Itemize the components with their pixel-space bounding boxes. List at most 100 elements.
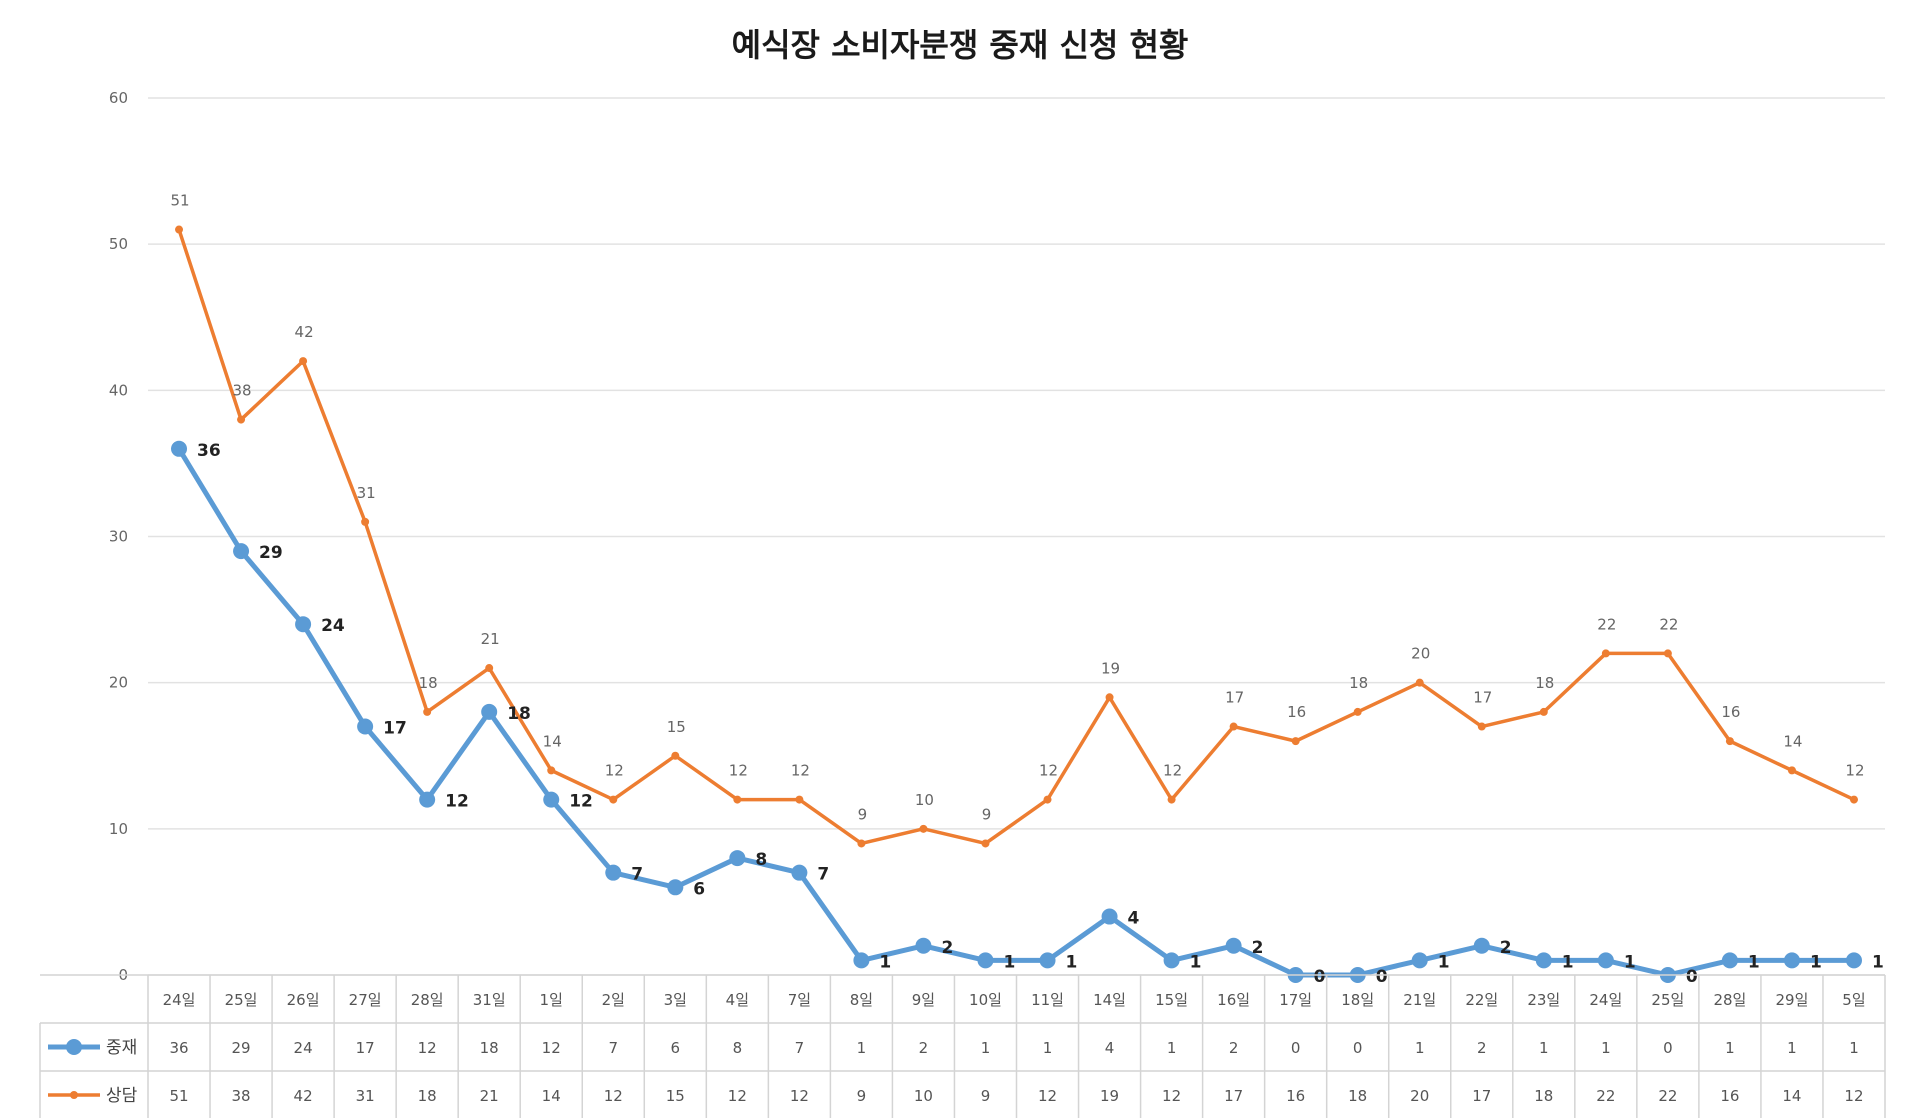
data-point [1849, 795, 1858, 804]
y-tick-label: 30 [109, 528, 128, 546]
table-cell: 17 [356, 1039, 375, 1057]
x-tick-label: 5일 [1842, 991, 1865, 1009]
legend-marker [66, 1039, 82, 1055]
data-point [729, 850, 746, 867]
data-point [1353, 707, 1362, 716]
data-label: 1 [1003, 952, 1015, 972]
data-label: 1 [1066, 952, 1078, 972]
data-point [1225, 937, 1242, 954]
table-cell: 7 [795, 1039, 805, 1057]
data-point [1163, 952, 1180, 969]
table-cell: 12 [418, 1039, 437, 1057]
x-tick-label: 7일 [788, 991, 811, 1009]
table-cell: 1 [857, 1039, 867, 1057]
data-label: 12 [605, 762, 624, 780]
table-cell: 29 [232, 1039, 251, 1057]
data-label: 18 [419, 674, 438, 692]
x-tick-label: 24일 [163, 991, 196, 1009]
table-cell: 1 [1601, 1039, 1611, 1057]
data-point [1535, 952, 1552, 969]
x-tick-label: 14일 [1093, 991, 1126, 1009]
data-point [361, 517, 370, 526]
data-label: 19 [1101, 659, 1120, 677]
table-cell: 18 [1348, 1087, 1367, 1105]
table-cell: 6 [671, 1039, 681, 1057]
data-label: 1 [1438, 952, 1450, 972]
data-point [1725, 737, 1734, 746]
legend-중재: 중재 [48, 1038, 137, 1058]
data-point [667, 879, 684, 896]
table-cell: 18 [418, 1087, 437, 1105]
data-label: 29 [259, 543, 283, 563]
table-cell: 51 [169, 1087, 188, 1105]
table-cell: 21 [480, 1087, 499, 1105]
table-cell: 42 [294, 1087, 313, 1105]
data-label: 1 [1810, 952, 1822, 972]
x-tick-label: 11일 [1031, 991, 1064, 1009]
x-tick-label: 9일 [912, 991, 935, 1009]
data-point [1473, 937, 1490, 954]
data-point [791, 864, 808, 881]
data-point [853, 952, 870, 969]
table-cell: 9 [857, 1087, 867, 1105]
series-line [176, 447, 1854, 978]
data-label: 12 [569, 792, 593, 812]
y-tick-label: 40 [109, 381, 128, 399]
legend-상담: 상담 [48, 1086, 138, 1106]
data-point [547, 766, 556, 775]
table-cell: 38 [232, 1087, 251, 1105]
data-label: 22 [1597, 615, 1616, 633]
table-cell: 12 [604, 1087, 623, 1105]
series-layer [171, 225, 1862, 983]
data-label: 14 [1783, 732, 1802, 750]
data-label: 0 [1314, 967, 1326, 987]
data-table: 24일 25일 26일 27일 28일 31일 1일 2일 3일 4일 7일 8일 9일 10일 11일 14… [39, 974, 1886, 1118]
table-cell: 7 [608, 1039, 618, 1057]
table-cell: 16 [1286, 1087, 1305, 1105]
data-label: 12 [1039, 762, 1058, 780]
data-label: 15 [667, 718, 686, 736]
x-tick-label: 27일 [349, 991, 382, 1009]
data-label: 4 [1128, 909, 1140, 929]
table-cell: 18 [1534, 1087, 1553, 1105]
table-cell: 0 [1663, 1039, 1673, 1057]
x-tick-label: 16일 [1217, 991, 1250, 1009]
data-point [915, 937, 932, 954]
data-point [1539, 707, 1548, 716]
table-cell: 24 [294, 1039, 313, 1057]
table-cell: 4 [1105, 1039, 1115, 1057]
data-label: 17 [1225, 689, 1244, 707]
table-cell: 12 [1844, 1087, 1863, 1105]
x-tick-label: 8일 [850, 991, 873, 1009]
table-cell: 1 [1539, 1039, 1549, 1057]
data-point [977, 952, 994, 969]
x-tick-label: 26일 [287, 991, 320, 1009]
table-cell: 12 [1038, 1087, 1057, 1105]
data-point [419, 791, 436, 808]
table-cell: 2 [1477, 1039, 1487, 1057]
data-label: 42 [295, 323, 314, 341]
table-cell: 10 [914, 1087, 933, 1105]
x-tick-label: 10일 [969, 991, 1002, 1009]
data-point [171, 440, 188, 457]
y-tick-label: 50 [109, 235, 128, 253]
data-label: 18 [507, 704, 531, 724]
data-point [1601, 649, 1610, 658]
x-tick-label: 25일 [225, 991, 258, 1009]
data-point [299, 357, 308, 366]
data-label: 6 [693, 879, 705, 899]
data-label: 7 [817, 865, 829, 885]
data-point [543, 791, 560, 808]
x-tick-label: 1일 [540, 991, 563, 1009]
data-label: 9 [858, 805, 868, 823]
data-point [1229, 722, 1238, 731]
x-tick-label: 24일 [1589, 991, 1622, 1009]
data-label: 2 [1252, 938, 1264, 958]
data-label: 1 [1748, 952, 1760, 972]
x-tick-label: 29일 [1776, 991, 1809, 1009]
table-cell: 15 [666, 1087, 685, 1105]
data-point [1411, 952, 1428, 969]
table-cell: 14 [542, 1087, 561, 1105]
